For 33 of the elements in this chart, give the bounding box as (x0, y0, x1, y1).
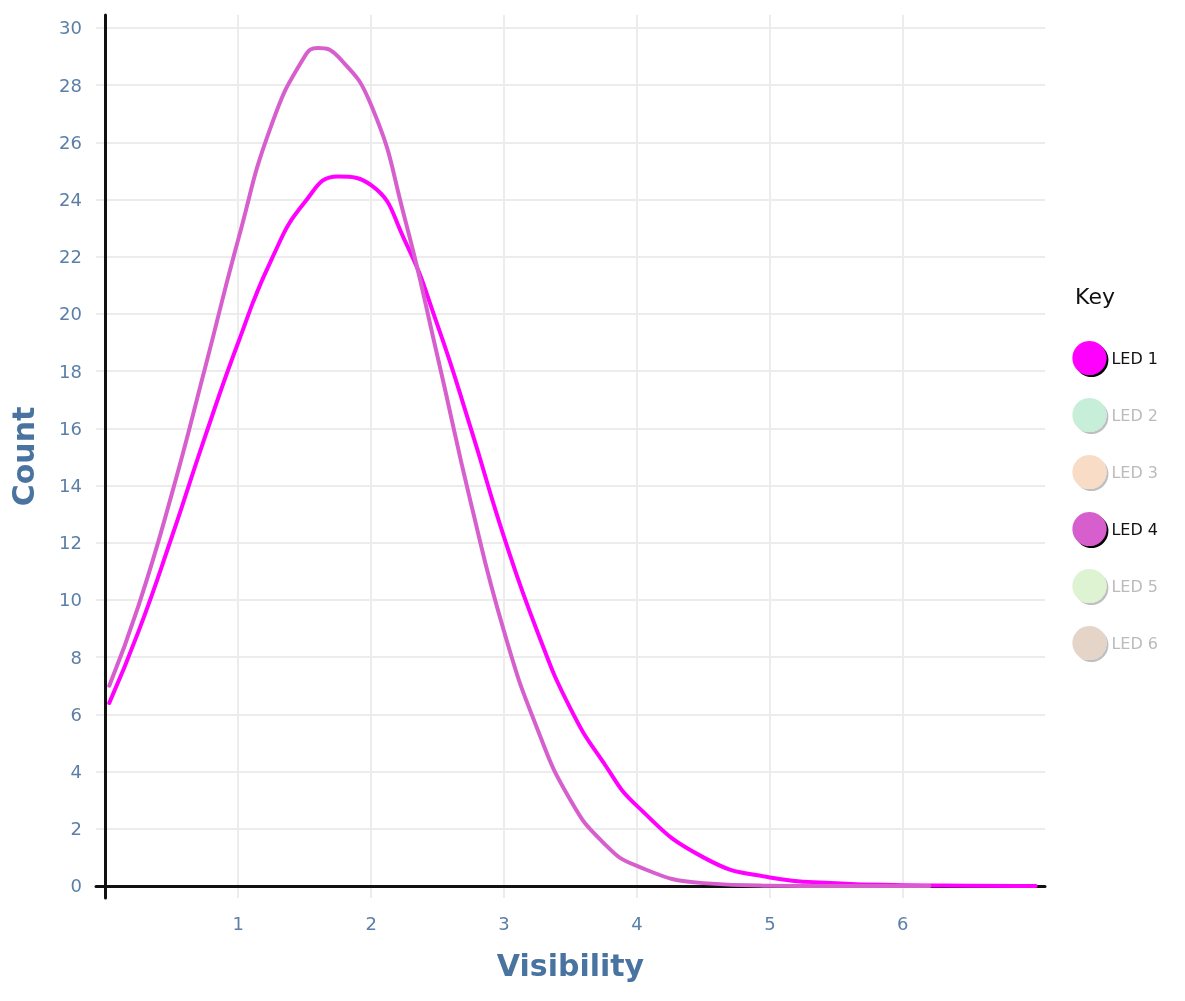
y-tick-label: 22 (59, 246, 82, 268)
x-tick-label: 4 (631, 912, 643, 934)
y-tick-label: 28 (59, 74, 82, 96)
x-tick-label: 5 (764, 912, 776, 934)
y-tick-label: 16 (59, 417, 82, 439)
y-tick-label: 4 (70, 761, 82, 783)
legend-title: Key (1075, 283, 1115, 309)
y-tick-label: 14 (59, 475, 82, 497)
y-tick-label: 2 (70, 818, 82, 840)
line-series (107, 45, 932, 888)
y-tick-label: 12 (59, 532, 82, 554)
x-tick-label: 2 (365, 912, 377, 934)
legend-label: LED 6 (1111, 633, 1158, 653)
legend-label: LED 3 (1111, 462, 1158, 482)
legend-label: LED 1 (1111, 348, 1158, 368)
y-tick-label: 30 (59, 17, 82, 39)
legend-label: LED 4 (1111, 519, 1158, 539)
y-tick-label: 20 (59, 303, 82, 325)
legend-label: LED 5 (1111, 576, 1158, 596)
x-axis-title: Visibility (496, 947, 645, 983)
y-axis-title: Count (5, 406, 41, 507)
y-tick-label: 8 (70, 646, 82, 668)
y-tick-label: 26 (59, 131, 82, 153)
y-tick-label: 10 (59, 589, 82, 611)
y-tick-label: 18 (59, 360, 82, 382)
x-tick-label: 1 (232, 912, 244, 934)
x-tick-label: 6 (897, 912, 909, 934)
y-tick-label: 0 (70, 875, 82, 897)
line-series (107, 174, 1038, 888)
x-tick-label: 3 (498, 912, 510, 934)
y-tick-label: 6 (70, 703, 82, 725)
legend-label: LED 2 (1111, 405, 1158, 425)
y-tick-label: 24 (59, 188, 82, 210)
